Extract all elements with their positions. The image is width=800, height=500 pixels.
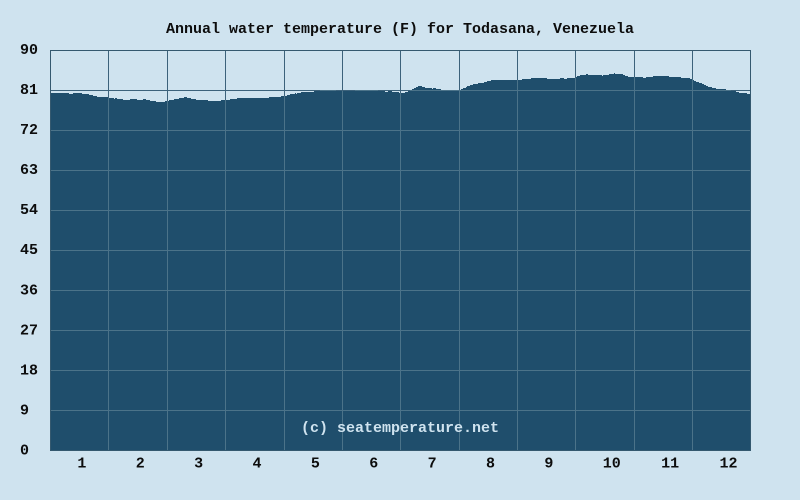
svg-text:36: 36 <box>20 282 38 299</box>
svg-text:18: 18 <box>20 362 38 379</box>
svg-text:81: 81 <box>20 82 38 99</box>
svg-text:9: 9 <box>20 402 29 419</box>
svg-text:72: 72 <box>20 122 38 139</box>
svg-text:11: 11 <box>661 456 679 473</box>
svg-text:9: 9 <box>544 456 553 473</box>
svg-text:(c) seatemperature.net: (c) seatemperature.net <box>301 420 499 437</box>
svg-text:6: 6 <box>369 456 378 473</box>
svg-text:12: 12 <box>720 456 738 473</box>
svg-text:5: 5 <box>311 456 320 473</box>
svg-text:2: 2 <box>136 456 145 473</box>
svg-text:27: 27 <box>20 322 38 339</box>
svg-text:90: 90 <box>20 42 38 59</box>
svg-text:10: 10 <box>603 456 621 473</box>
svg-text:45: 45 <box>20 242 38 259</box>
svg-text:1: 1 <box>77 456 86 473</box>
svg-text:0: 0 <box>20 443 29 460</box>
svg-text:Annual water temperature (F) f: Annual water temperature (F) for Todasan… <box>166 21 634 38</box>
svg-text:4: 4 <box>253 456 262 473</box>
svg-text:54: 54 <box>20 202 38 219</box>
svg-text:7: 7 <box>428 456 437 473</box>
svg-text:8: 8 <box>486 456 495 473</box>
svg-text:3: 3 <box>194 456 203 473</box>
svg-text:63: 63 <box>20 162 38 179</box>
